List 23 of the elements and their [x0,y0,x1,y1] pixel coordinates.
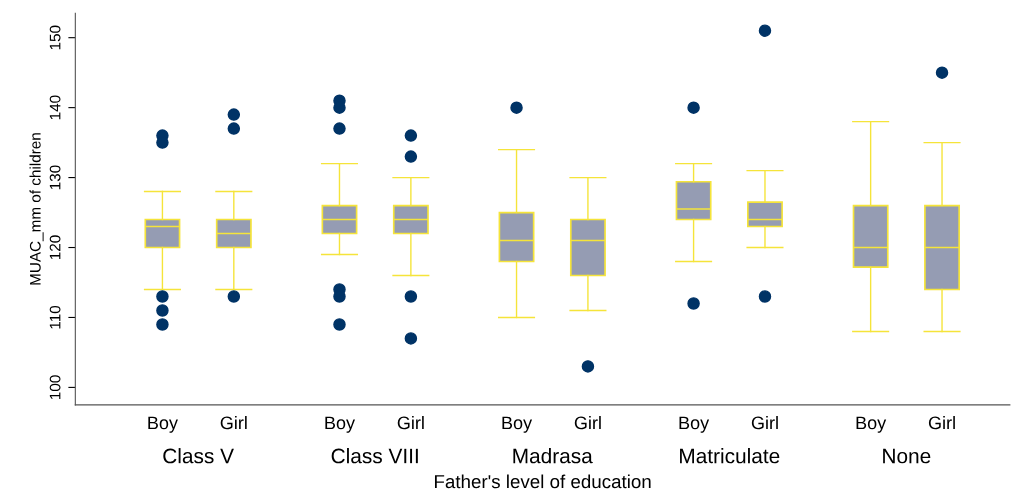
text: Class V [163,448,234,464]
y-tick-label: 110 [49,305,61,329]
y-tick-label: 140 [49,95,61,120]
text: Matriculate [680,448,780,464]
x-tick-label: Boy [679,416,710,433]
text: None [883,448,931,464]
y-axis-title: MUAC_mm of children [29,133,44,285]
x-tick-label: Boy [502,416,533,433]
text: Class VIII [331,448,418,464]
x-tick-label: Girl [751,416,778,430]
x-tick-label: Girl [220,416,247,430]
y-tick-label: 130 [49,165,61,190]
x-tick-label: Boy [856,416,887,433]
x-axis-title: Father's level of education [435,474,651,489]
text: Madrasa [513,448,593,464]
x-tick-label: Boy [325,416,356,433]
x-tick-label: Girl [928,416,955,430]
y-tick-label: 120 [49,235,61,260]
x-tick-label: Boy [148,416,178,433]
y-tick-label: 150 [49,25,61,50]
y-tick-label: 100 [49,375,61,399]
x-tick-label: Girl [574,416,601,430]
x-tick-label: Girl [397,416,424,430]
